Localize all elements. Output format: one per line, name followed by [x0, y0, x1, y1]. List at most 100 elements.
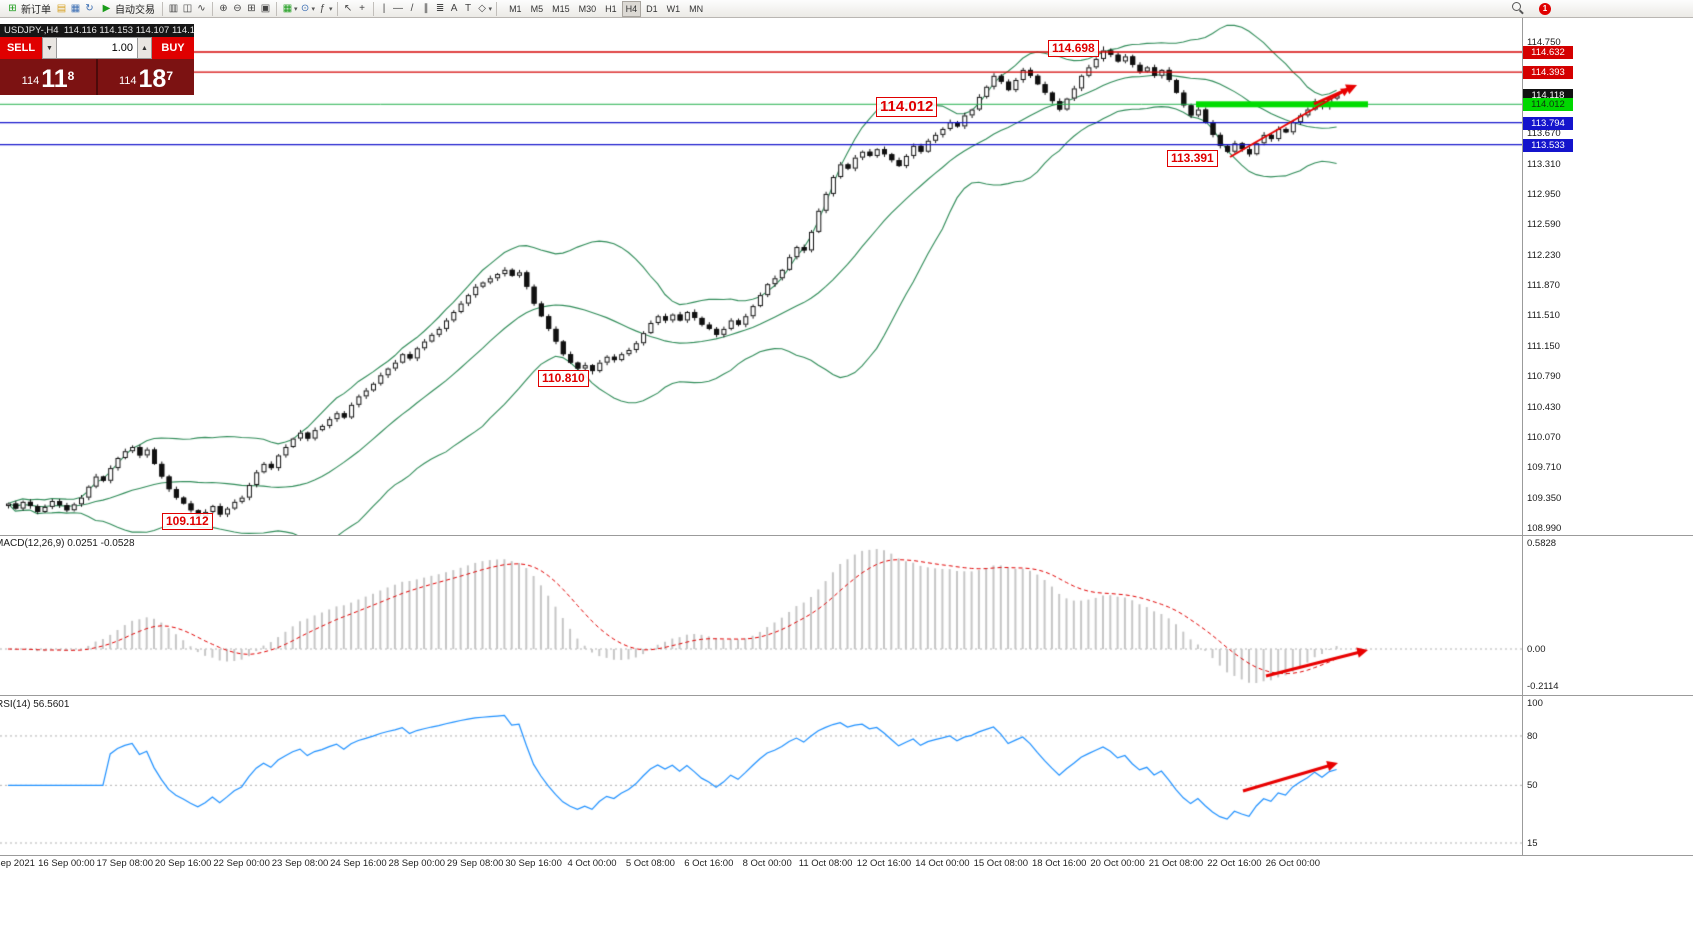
timeframe-h1[interactable]: H1	[605, 3, 617, 14]
timeframe-group: M1 M5 M15 M30 H1 H4 D1 W1 MN	[505, 0, 707, 17]
time-axis-label: 28 Sep 00:00	[388, 858, 446, 869]
timeframe-mn[interactable]: MN	[689, 3, 704, 14]
timeframe-m1[interactable]: M1	[509, 3, 522, 14]
toolbar-separator	[276, 1, 277, 16]
zoom-out-icon[interactable]: ⊖	[233, 3, 242, 14]
time-axis-label: 22 Oct 16:00	[1207, 858, 1262, 869]
auto-trading-button[interactable]: ▶ 自动交易	[97, 1, 158, 17]
time-axis-label: 15 Sep 2021	[0, 858, 35, 869]
vertical-line-icon[interactable]: |	[382, 3, 386, 14]
buy-button[interactable]: BUY	[152, 37, 194, 59]
zoom-in-icon[interactable]: ⊕	[219, 3, 228, 14]
price-annotation[interactable]: 109.112	[162, 513, 213, 530]
ask-pip-digit: 7	[166, 69, 174, 83]
panel-separator[interactable]	[0, 535, 1693, 536]
toolbar: ⊞ 新订单 ▤ ▦ ↻ ▶ 自动交易 ▥ ◫ ∿ ⊕ ⊖ ⊞ ▣ ▦ ▾ ⊙ ▾ ƒ…	[0, 0, 1693, 18]
volume-increase-button[interactable]: ▲	[137, 37, 152, 59]
text-label-icon[interactable]: T	[464, 3, 472, 14]
price-annotation[interactable]: 113.391	[1167, 150, 1218, 167]
time-axis-label: 14 Oct 00:00	[915, 858, 970, 869]
text-icon[interactable]: A	[450, 3, 458, 14]
timeframe-m15[interactable]: M15	[552, 3, 570, 14]
time-axis-label: 17 Sep 08:00	[96, 858, 154, 869]
cursor-icon[interactable]: ↖	[343, 3, 353, 14]
time-axis-label: 5 Oct 08:00	[625, 858, 675, 869]
new-order-button[interactable]: ⊞ 新订单	[3, 1, 54, 17]
timeframe-d1[interactable]: D1	[646, 3, 658, 14]
price-scale-tick: 108.990	[1527, 522, 1562, 534]
price-scale-tick: 110.070	[1527, 431, 1561, 443]
price-scale-tick: 109.710	[1527, 462, 1562, 474]
ask-prefix: 114	[118, 75, 137, 87]
price-scale-tick: 109.350	[1527, 492, 1562, 504]
volume-decrease-button[interactable]: ▼	[42, 37, 57, 59]
price-scale-tick: 113.310	[1527, 158, 1561, 170]
profiles-icon[interactable]: ▤	[56, 3, 67, 14]
bid-price[interactable]: 114 11 8	[0, 59, 96, 95]
timeframe-m5[interactable]: M5	[530, 3, 544, 14]
volume-input[interactable]	[57, 37, 137, 59]
macd-scale-tick: 0.5828	[1527, 538, 1557, 549]
bid-pip-digit: 8	[67, 69, 75, 83]
sell-button[interactable]: SELL	[0, 37, 42, 59]
price-scale-border[interactable]	[1522, 18, 1523, 855]
trendline-icon[interactable]: /	[410, 3, 414, 14]
price-annotation[interactable]: 114.698	[1048, 40, 1099, 57]
timeframe-h4[interactable]: H4	[621, 0, 642, 17]
price-scale-tick: 110.790	[1527, 371, 1561, 383]
cascade-windows-icon[interactable]: ▣	[260, 3, 271, 14]
equidistant-channel-icon[interactable]: ∥	[423, 3, 429, 14]
price-annotation[interactable]: 114.012	[876, 97, 938, 117]
price-badge-114.012: 114.012	[1523, 98, 1573, 112]
panel-separator[interactable]	[0, 695, 1693, 696]
print-icon[interactable]: ▦	[70, 3, 81, 14]
price-scale-tick: 114.750	[1527, 37, 1561, 49]
time-axis-label: 24 Sep 16:00	[330, 858, 387, 869]
chevron-down-icon[interactable]: ▾	[311, 5, 316, 13]
timeframe-w1[interactable]: W1	[666, 3, 681, 14]
periods-icon[interactable]: ⊙	[300, 3, 310, 14]
time-axis-label: 29 Sep 08:00	[446, 858, 504, 869]
notification-badge[interactable]: 1	[1539, 2, 1551, 15]
line-chart-icon[interactable]: ∿	[197, 3, 206, 14]
candlestick-chart-icon[interactable]: ◫	[182, 3, 193, 14]
fibonacci-icon[interactable]: ≣	[435, 3, 445, 14]
macd-canvas[interactable]	[0, 536, 1522, 694]
horizontal-line-icon[interactable]: —	[393, 3, 404, 14]
price-scale-tick: 112.230	[1527, 249, 1561, 261]
chevron-down-icon[interactable]: ▾	[294, 5, 298, 13]
search-icon[interactable]	[1512, 2, 1525, 15]
time-axis-label: 23 Sep 08:00	[271, 858, 329, 869]
price-annotation[interactable]: 110.810	[538, 370, 589, 387]
price-badge-113.533: 113.533	[1523, 138, 1573, 152]
new-order-icon: ⊞	[8, 3, 17, 14]
time-axis-label: 15 Oct 08:00	[973, 858, 1028, 869]
time-axis-label: 18 Oct 16:00	[1031, 858, 1087, 869]
tile-windows-icon[interactable]: ⊞	[247, 3, 256, 14]
panel-separator	[0, 855, 1693, 856]
chevron-down-icon[interactable]: ▾	[488, 5, 493, 13]
price-scale-tick: 111.870	[1527, 280, 1560, 292]
auto-trading-label: 自动交易	[115, 5, 155, 16]
time-axis-label: 20 Sep 16:00	[154, 858, 212, 869]
indicators-icon[interactable]: ƒ	[319, 3, 326, 14]
crosshair-icon[interactable]: +	[359, 3, 365, 14]
bid-ask-display: 114 11 8 114 18 7	[0, 59, 194, 95]
ask-price[interactable]: 114 18 7	[96, 59, 194, 95]
bid-big-digits: 11	[41, 65, 68, 93]
price-badge-114.393: 114.393	[1523, 66, 1573, 80]
one-click-trading-panel: USDJPY-,H4 114.116 114.153 114.107 114.1…	[0, 24, 194, 95]
refresh-icon[interactable]: ↻	[85, 3, 94, 14]
new-chart-icon[interactable]: ▦	[282, 3, 293, 14]
rsi-scale-tick: 50	[1527, 780, 1538, 792]
toolbar-separator	[372, 1, 374, 16]
timeframe-m30[interactable]: M30	[578, 3, 597, 14]
shapes-icon[interactable]: ◇	[478, 3, 486, 14]
price-scale-tick: 113.670	[1527, 128, 1561, 140]
chevron-down-icon[interactable]: ▾	[329, 5, 333, 13]
rsi-scale-tick: 100	[1527, 698, 1543, 709]
play-icon: ▶	[102, 3, 111, 14]
bar-chart-icon[interactable]: ▥	[168, 3, 179, 14]
main-chart-canvas[interactable]	[0, 18, 1522, 535]
rsi-canvas[interactable]	[0, 696, 1522, 854]
